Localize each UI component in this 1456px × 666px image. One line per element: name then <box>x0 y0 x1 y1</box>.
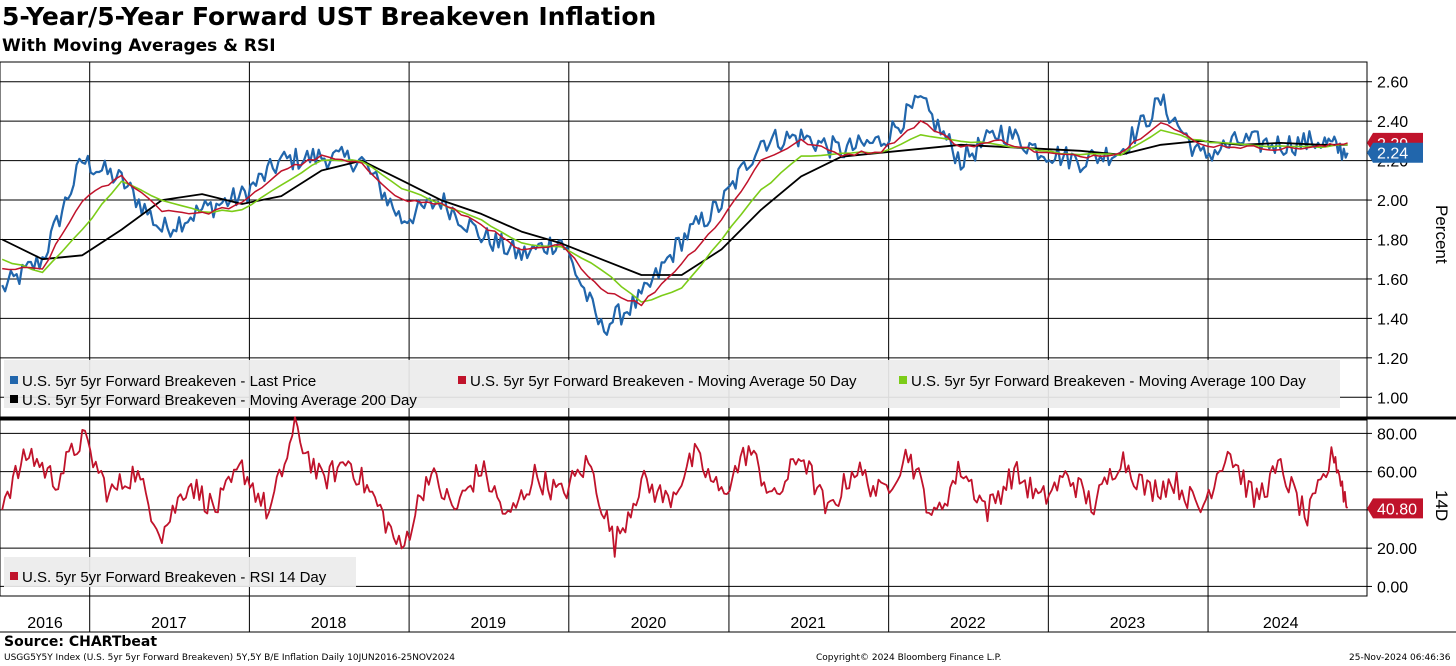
chart-subtitle: With Moving Averages & RSI <box>2 36 276 56</box>
price-tick-label: 1.00 <box>1377 390 1408 407</box>
year-label: 2021 <box>790 615 826 632</box>
price-legend-box <box>4 360 1340 408</box>
x-axis-year-labels: 2016 2017 2018 2019 2020 2021 2022 2023 2024 <box>27 615 1298 632</box>
legend-label-last-price: U.S. 5yr 5yr Forward Breakeven - Last Pr… <box>22 373 316 390</box>
legend-item-ma50: U.S. 5yr 5yr Forward Breakeven - Moving … <box>458 373 857 390</box>
legend-label-ma200: U.S. 5yr 5yr Forward Breakeven - Moving … <box>22 392 417 409</box>
year-label: 2022 <box>950 615 986 632</box>
price-series-group <box>1 93 1349 336</box>
year-label: 2018 <box>311 615 347 632</box>
chart-title: 5-Year/5-Year Forward UST Breakeven Infl… <box>2 2 657 31</box>
legend-label-ma50: U.S. 5yr 5yr Forward Breakeven - Moving … <box>470 373 857 390</box>
rsi-tick-label: 20.00 <box>1377 541 1417 558</box>
series-line-rsi <box>1 416 1349 558</box>
index-note: USGG5Y5Y Index (U.S. 5yr 5yr Forward Bre… <box>4 653 455 663</box>
series-line-ma100 <box>1 129 1348 303</box>
source-note: Source: CHARTbeat <box>4 634 158 650</box>
price-tick-label: 1.80 <box>1377 233 1408 250</box>
rsi-panel-frame <box>0 419 1368 597</box>
rsi-series-group <box>1 416 1349 558</box>
legend-item-rsi: U.S. 5yr 5yr Forward Breakeven - RSI 14 … <box>10 569 327 586</box>
rsi-last-flag <box>1367 498 1423 519</box>
price-tick-label: 2.00 <box>1377 193 1408 210</box>
series-line-ma200 <box>1 140 1348 276</box>
copyright-note: Copyright© 2024 Bloomberg Finance L.P. <box>816 653 1002 663</box>
year-label: 2024 <box>1263 615 1299 632</box>
rsi-tick-label: 0.00 <box>1377 579 1408 596</box>
rsi-y-axis-label: 14D <box>1432 490 1451 521</box>
last-price-last-flag <box>1367 142 1423 163</box>
year-label: 2016 <box>27 615 63 632</box>
rsi-legend-box <box>4 557 356 587</box>
series-line-ma50 <box>2 120 1348 307</box>
price-tick-label: 1.40 <box>1377 311 1408 328</box>
price-tick-label: 2.60 <box>1377 75 1408 92</box>
rsi-tick-label: 80.00 <box>1377 426 1417 443</box>
legend-item-ma100: U.S. 5yr 5yr Forward Breakeven - Moving … <box>899 373 1306 390</box>
year-dividers <box>89 62 1209 632</box>
timestamp-note: 25-Nov-2024 06:46:36 <box>1349 653 1451 663</box>
legend-label-ma100: U.S. 5yr 5yr Forward Breakeven - Moving … <box>911 373 1306 390</box>
legend-item-ma200: U.S. 5yr 5yr Forward Breakeven - Moving … <box>10 392 417 409</box>
year-label: 2020 <box>631 615 667 632</box>
rsi-last-value: 40.80 <box>1377 501 1417 518</box>
price-y-axis: 1.001.201.401.601.802.002.202.402.60 <box>1367 75 1408 407</box>
price-tick-label: 1.60 <box>1377 272 1408 289</box>
year-label: 2019 <box>470 615 506 632</box>
price-y-axis-label: Percent <box>1432 205 1451 264</box>
series-line-last-price <box>1 93 1349 336</box>
legend-item-last-price: U.S. 5yr 5yr Forward Breakeven - Last Pr… <box>10 373 316 390</box>
price-tick-label: 2.40 <box>1377 114 1408 131</box>
year-label: 2017 <box>151 615 187 632</box>
price-tick-label: 1.20 <box>1377 351 1408 368</box>
legend-label-rsi: U.S. 5yr 5yr Forward Breakeven - RSI 14 … <box>22 569 327 586</box>
rsi-tick-label: 60.00 <box>1377 465 1417 482</box>
last-price-last-value: 2.24 <box>1377 146 1408 163</box>
year-label: 2023 <box>1110 615 1146 632</box>
